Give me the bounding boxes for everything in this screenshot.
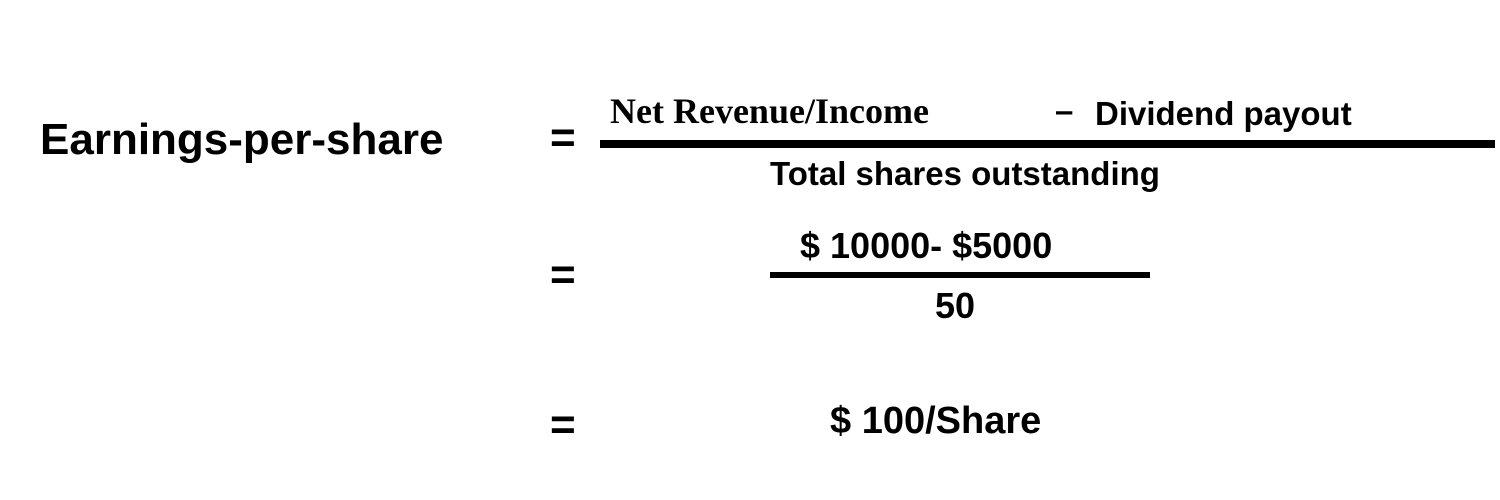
denominator-shares-outstanding: Total shares outstanding [770, 155, 1160, 193]
equals-1: = [550, 113, 576, 163]
result-value: $ 100/Share [830, 400, 1041, 443]
equals-2: = [550, 250, 576, 300]
fraction-rule-2 [770, 272, 1150, 278]
substitution-numerator: $ 10000- $5000 [800, 225, 1052, 267]
substitution-denominator: 50 [935, 285, 975, 327]
fraction-rule-1 [600, 140, 1495, 148]
lhs-label: Earnings-per-share [40, 115, 443, 165]
numerator-minus: – [1055, 92, 1073, 130]
equals-3: = [550, 400, 576, 450]
numerator-net-revenue: Net Revenue/Income [610, 90, 929, 132]
formula-canvas: Earnings-per-share = Net Revenue/Income … [0, 0, 1500, 500]
numerator-dividend-payout: Dividend payout [1095, 95, 1352, 133]
